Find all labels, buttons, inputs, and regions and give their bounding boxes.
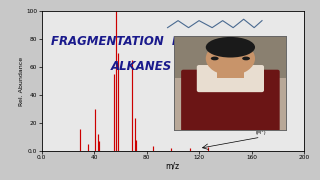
- X-axis label: m/z: m/z: [166, 162, 180, 171]
- FancyBboxPatch shape: [197, 65, 264, 92]
- Text: ALKANES: ALKANES: [111, 60, 172, 73]
- Bar: [174, 36, 286, 78]
- Ellipse shape: [206, 42, 255, 75]
- Text: (M⁺): (M⁺): [255, 130, 266, 135]
- Text: FRAGMENTATION  PATTERN: FRAGMENTATION PATTERN: [52, 35, 231, 48]
- Ellipse shape: [242, 57, 250, 60]
- FancyBboxPatch shape: [181, 70, 280, 131]
- Ellipse shape: [206, 37, 255, 58]
- Y-axis label: Rel. Abundance: Rel. Abundance: [19, 57, 24, 105]
- Bar: [217, 67, 244, 78]
- Ellipse shape: [211, 57, 219, 60]
